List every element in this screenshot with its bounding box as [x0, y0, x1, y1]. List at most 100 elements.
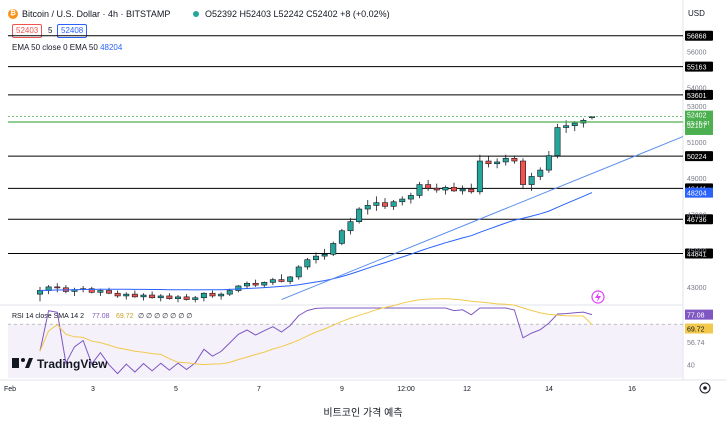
candle-body-49 — [459, 188, 466, 192]
candle-body-47 — [442, 186, 449, 191]
y-tick-7: 43000 — [687, 285, 707, 292]
rising-trendline — [281, 136, 684, 301]
candle-body-23 — [235, 285, 242, 291]
candle-body-46 — [433, 187, 440, 191]
price-countdown-label: 03:15:01 — [687, 122, 711, 128]
current-price-label: 52402 — [687, 113, 707, 120]
level-label-box-2 — [685, 89, 713, 100]
support-label-box — [685, 124, 713, 135]
symbol-title[interactable]: Bitcoin / U.S. Dollar · 4h · BITSTAMP — [22, 9, 171, 19]
candle-body-55 — [511, 158, 518, 162]
rsi-y-tick-2: 40 — [687, 363, 695, 370]
level-label-1: 55163 — [687, 65, 707, 72]
market-status-icon — [193, 11, 199, 17]
ema-axis-box — [685, 187, 713, 198]
currency-label[interactable]: USD — [688, 9, 705, 18]
candle-body-60 — [554, 127, 561, 156]
candle-body-39 — [373, 202, 380, 206]
candle-body-40 — [382, 202, 388, 207]
rsi-value-label: 77.08 — [687, 313, 705, 320]
candle-body-35 — [338, 230, 345, 244]
chart-frame: ₿ Bitcoin / U.S. Dollar · 4h · BITSTAMP … — [0, 0, 726, 400]
candle-body-11 — [131, 293, 138, 298]
candle-body-12 — [140, 294, 147, 298]
candle-body-24 — [244, 282, 250, 287]
candle-body-52 — [485, 160, 492, 165]
candle-body-42 — [399, 198, 406, 203]
candle-body-54 — [502, 158, 509, 163]
candle-body-13 — [149, 294, 156, 299]
x-tick-3: 7 — [257, 386, 261, 393]
y-tick-6: 45000 — [687, 249, 707, 256]
level-label-2: 53601 — [687, 93, 707, 100]
candle-body-38 — [364, 205, 371, 210]
candle-body-50 — [468, 188, 475, 193]
ohlc-readout: O52392 H52403 L52242 C52402 +8 (+0.02%) — [205, 9, 390, 19]
y-tick-2: 53000 — [687, 104, 707, 111]
candle-body-51 — [476, 160, 483, 193]
candle-body-44 — [416, 184, 423, 196]
level-label-3: 50224 — [687, 154, 707, 161]
tradingview-logo-dot — [21, 358, 25, 362]
candle-body-6 — [88, 288, 95, 293]
x-tick-1: 3 — [91, 386, 95, 393]
rsi-sma-box — [685, 323, 713, 334]
rsi-y-tick-1: 56.74 — [687, 340, 705, 347]
candle-body-28 — [278, 279, 285, 282]
candle-body-10 — [123, 293, 130, 297]
candle-body-57 — [528, 176, 535, 185]
candle-body-62 — [571, 122, 578, 127]
bitcoin-icon: ₿ — [8, 9, 18, 19]
level-label-6: 44841 — [687, 252, 707, 259]
candle-body-8 — [106, 290, 112, 294]
candle-body-30 — [295, 266, 302, 278]
candle-body-43 — [407, 195, 414, 200]
x-tick-2: 5 — [174, 386, 178, 393]
candle-body-37 — [356, 208, 363, 222]
ema-label: EMA 50 close 0 EMA 50 — [12, 43, 98, 52]
candle-body-17 — [183, 296, 190, 300]
level-label-box-0 — [685, 30, 713, 41]
rsi-legend-sma: 69.72 — [116, 313, 134, 320]
support-label: 52107 — [687, 123, 707, 130]
figure-caption: 비트코인 가격 예측 — [323, 408, 403, 419]
x-tick-6: 12 — [463, 386, 471, 393]
candle-body-16 — [175, 296, 181, 299]
candle-body-7 — [97, 290, 104, 293]
candle-body-20 — [209, 292, 216, 297]
x-tick-0: Feb — [4, 386, 16, 393]
candle-body-61 — [563, 125, 570, 128]
candle-body-56 — [520, 160, 526, 185]
rsi-sma-label: 69.72 — [687, 327, 705, 334]
candle-body-0 — [37, 290, 43, 295]
price-chart[interactable]: 5686855163536015022448441467364484156000… — [0, 0, 726, 400]
x-tick-7: 14 — [545, 386, 553, 393]
bid-price-box[interactable]: 52403 — [12, 24, 43, 38]
level-label-box-6 — [685, 248, 713, 259]
candle-body-53 — [494, 161, 501, 165]
candle-body-15 — [166, 295, 173, 299]
candle-body-36 — [347, 221, 354, 232]
ema-value: 48204 — [100, 43, 123, 52]
rsi-legend-placeholders: ∅ ∅ ∅ ∅ ∅ ∅ ∅ — [138, 313, 192, 320]
candle-body-9 — [114, 292, 121, 297]
candle-body-27 — [269, 279, 276, 283]
candle-body-31 — [304, 259, 311, 268]
tradingview-logo-slash — [25, 358, 33, 368]
candle-body-21 — [218, 293, 225, 297]
ema-axis-label: 48204 — [687, 191, 707, 198]
y-tick-5: 47000 — [687, 212, 707, 219]
candle-body-58 — [537, 169, 544, 177]
level-label-box-5 — [685, 214, 713, 225]
candle-body-59 — [545, 155, 552, 171]
ema-50-line — [39, 192, 593, 291]
y-tick-0: 56000 — [687, 49, 707, 56]
rsi-sma-line — [39, 298, 593, 366]
candle-body-22 — [226, 290, 233, 295]
level-label-0: 56868 — [687, 34, 707, 41]
lightning-bolt — [595, 292, 601, 302]
y-tick-4: 49000 — [687, 176, 707, 183]
level-label-box-1 — [685, 61, 713, 72]
ask-price-box[interactable]: 52408 — [57, 24, 88, 38]
level-label-5: 46736 — [687, 217, 707, 224]
